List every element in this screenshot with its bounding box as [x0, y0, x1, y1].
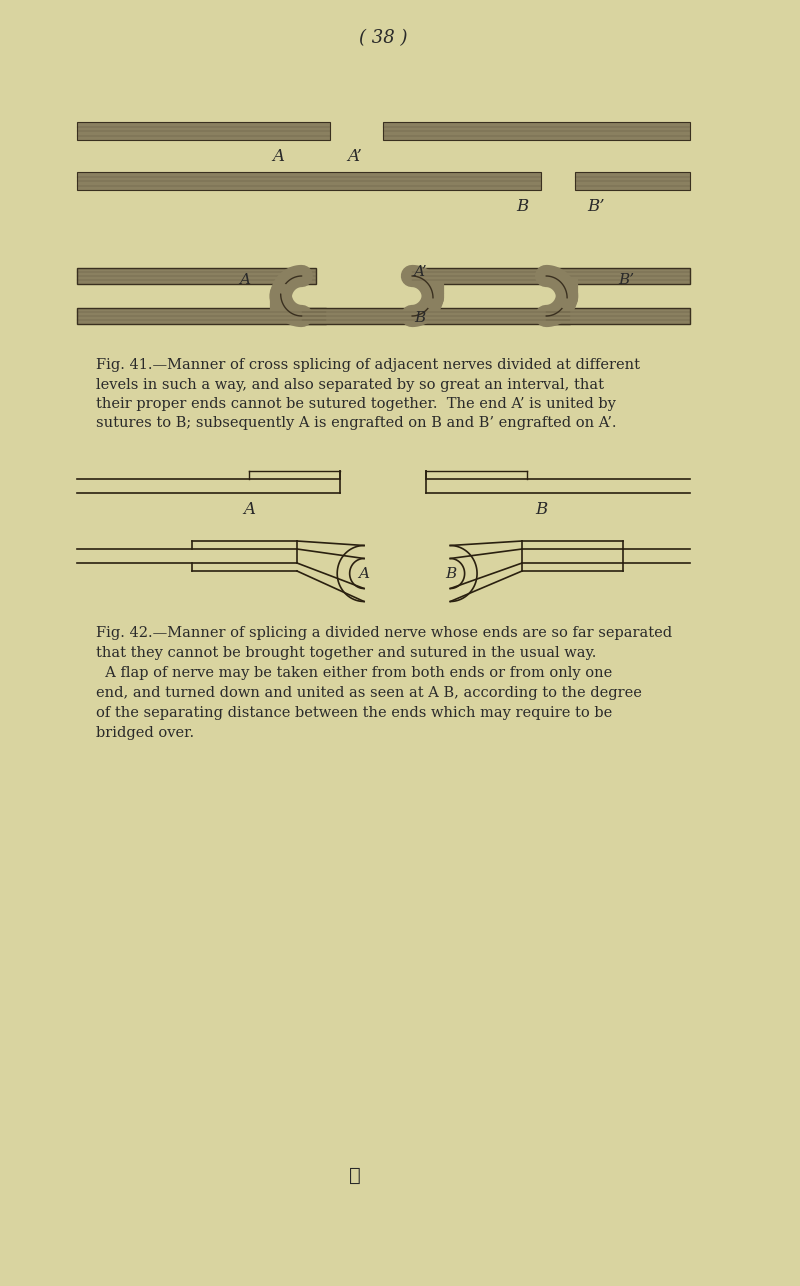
- Text: B: B: [535, 502, 547, 518]
- Text: B’: B’: [618, 273, 634, 287]
- Text: ✱: ✱: [349, 1166, 360, 1184]
- Bar: [546, 309, 690, 324]
- Text: B: B: [414, 311, 426, 325]
- Text: B: B: [446, 567, 457, 580]
- Bar: [77, 122, 330, 140]
- Text: A: A: [243, 502, 255, 518]
- Bar: [77, 172, 542, 190]
- Bar: [302, 309, 570, 324]
- Text: B’: B’: [587, 198, 605, 215]
- Text: A: A: [272, 148, 284, 165]
- Text: Fig. 42.—Manner of splicing a divided nerve whose ends are so far separated
that: Fig. 42.—Manner of splicing a divided ne…: [96, 626, 672, 741]
- Text: Fig. 41.—Manner of cross splicing of adjacent nerves divided at different
levels: Fig. 41.—Manner of cross splicing of adj…: [96, 358, 640, 431]
- Text: ( 38 ): ( 38 ): [359, 30, 407, 48]
- Text: A: A: [358, 567, 369, 580]
- Bar: [383, 122, 690, 140]
- Text: B: B: [516, 198, 528, 215]
- Bar: [77, 309, 326, 324]
- Text: A: A: [238, 273, 250, 287]
- Bar: [77, 267, 316, 284]
- Text: A’: A’: [413, 265, 426, 279]
- Bar: [574, 172, 690, 190]
- Bar: [412, 267, 690, 284]
- Text: A’: A’: [347, 148, 362, 165]
